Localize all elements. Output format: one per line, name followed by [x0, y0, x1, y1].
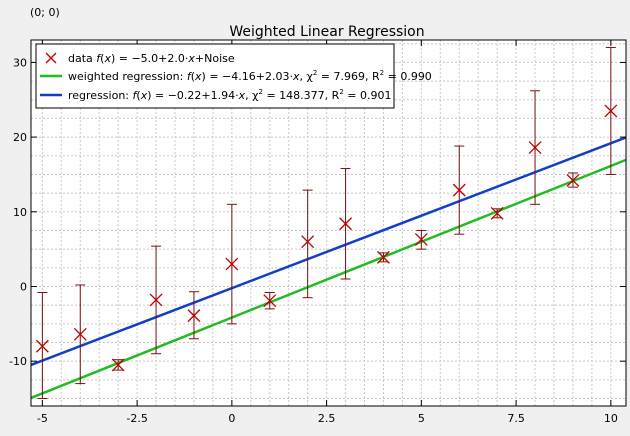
x-tick-label: 7.5 [507, 412, 525, 425]
data-point-stroke [376, 250, 390, 264]
error-bar [302, 189, 313, 299]
data-point [528, 141, 542, 155]
data-point-stroke [111, 358, 125, 372]
data-point [452, 183, 466, 197]
data-point-stroke [490, 206, 504, 220]
x-tick-label: 0 [228, 412, 235, 425]
data-point [73, 327, 87, 341]
y-tick-label: 20 [13, 131, 27, 144]
legend-swatch-data [45, 52, 57, 64]
data-markers [35, 104, 618, 372]
legend-entry-weighted: weighted regression: f(x) = −4.16+2.03·x… [68, 69, 432, 83]
y-tick-label: 10 [13, 206, 27, 219]
chart-title: Weighted Linear Regression [229, 24, 424, 40]
data-point [566, 173, 580, 187]
data-point-stroke [225, 257, 239, 271]
x-tick-label: -2.5 [126, 412, 147, 425]
data-point [414, 232, 428, 246]
data-point-stroke [604, 104, 618, 118]
data-point-stroke [339, 217, 353, 231]
data-point [187, 309, 201, 323]
data-point-stroke [566, 173, 580, 187]
data-point-stroke [301, 235, 315, 249]
data-point-stroke [414, 232, 428, 246]
legend-entry-data: data f(x) = −5.0+2.0·x+Noise [68, 52, 235, 65]
data-point [604, 104, 618, 118]
regression-lines [30, 136, 627, 400]
y-tick-label: -10 [9, 355, 27, 368]
legend-box [35, 43, 395, 109]
data-point [35, 339, 49, 353]
y-tick-label: 30 [13, 56, 27, 69]
x-tick-label: 5 [418, 412, 425, 425]
data-point [263, 294, 277, 308]
data-point-stroke [263, 294, 277, 308]
plot-frame [30, 39, 627, 407]
data-point-stroke [73, 327, 87, 341]
data-point-stroke [528, 141, 542, 155]
data-point [111, 358, 125, 372]
data-point-stroke [149, 293, 163, 307]
x-tick-label: 10 [604, 412, 618, 425]
data-point [301, 235, 315, 249]
data-point-stroke [187, 309, 201, 323]
y-tick-label: 0 [20, 280, 27, 293]
data-point [149, 293, 163, 307]
data-point [339, 217, 353, 231]
data-point-stroke [35, 339, 49, 353]
data-point-stroke [452, 183, 466, 197]
legend: data f(x) = −5.0+2.0·x+Noise weighted re… [35, 43, 432, 109]
legend-entry-regression: regression: f(x) = −0.22+1.94·x, χ2 = 14… [68, 88, 391, 102]
data-point [376, 250, 390, 264]
data-point [490, 206, 504, 220]
regression-line-weighted [30, 158, 627, 400]
coordinate-readout: (0; 0) [30, 6, 60, 19]
data-point [225, 257, 239, 271]
x-tick-label: -5 [37, 412, 48, 425]
regression-line-regression [30, 136, 627, 367]
x-tick-label: 2.5 [318, 412, 336, 425]
